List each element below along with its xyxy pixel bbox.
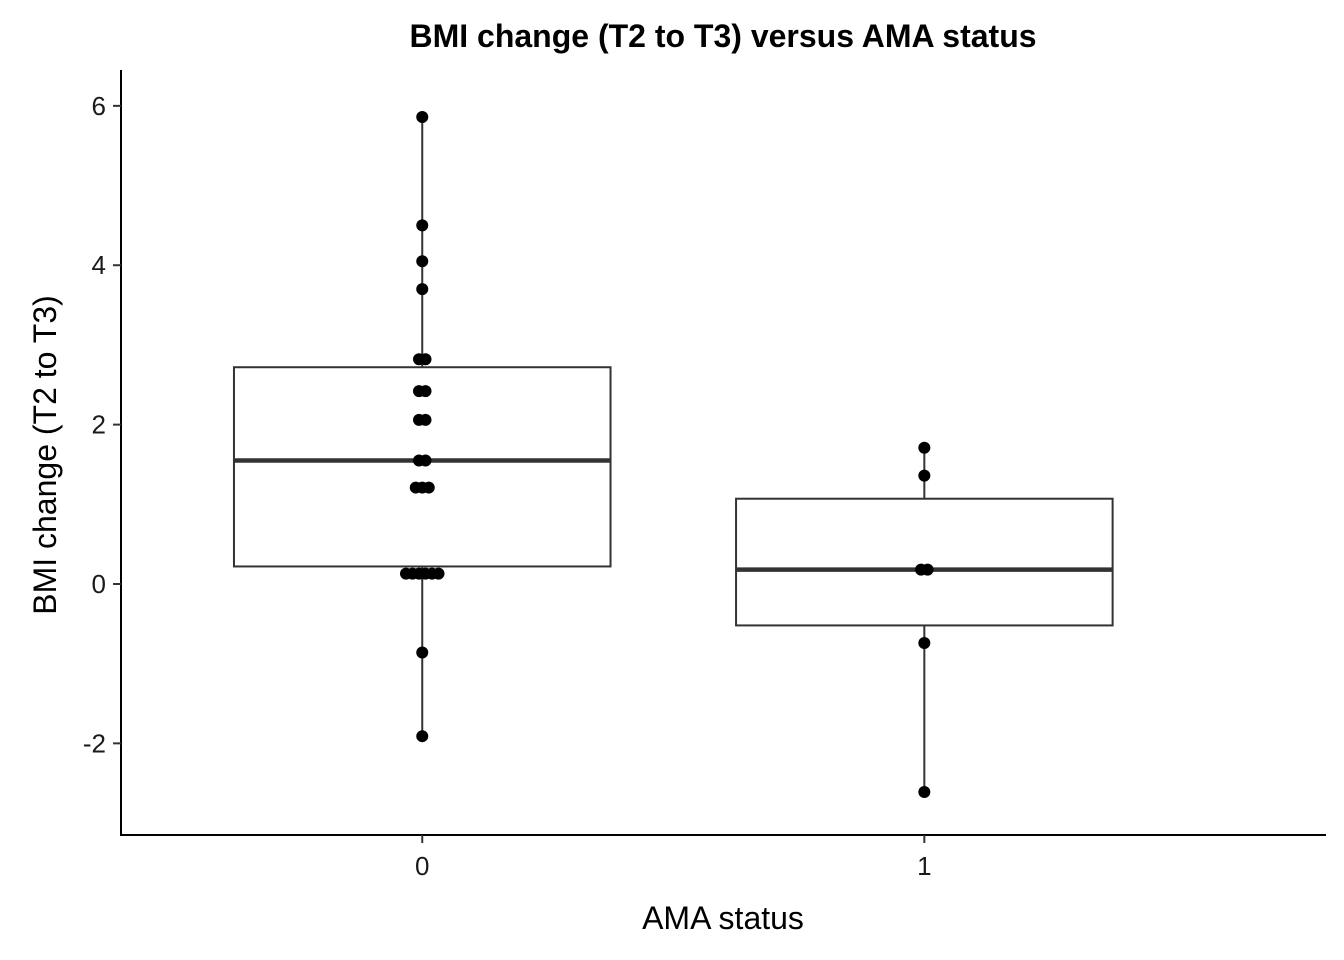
data-point [416, 219, 429, 232]
data-point [416, 730, 429, 743]
data-point [918, 441, 931, 454]
chart-title: BMI change (T2 to T3) versus AMA status [409, 18, 1036, 54]
data-point [419, 353, 432, 366]
data-point [432, 567, 445, 580]
data-point [918, 469, 931, 482]
data-point [921, 563, 934, 576]
x-axis-title: AMA status [642, 900, 804, 936]
x-tick-label: 0 [415, 851, 429, 881]
data-point [918, 785, 931, 798]
y-tick-label: 2 [92, 410, 106, 440]
y-axis-title: BMI change (T2 to T3) [27, 295, 63, 615]
plot-area: -2 0 2 4 6 0 1 [83, 70, 1326, 881]
data-point [416, 255, 429, 268]
x-tick-label: 1 [917, 851, 931, 881]
box [232, 366, 612, 568]
box [735, 497, 1114, 627]
y-tick-label: -2 [83, 728, 106, 758]
data-point [416, 111, 429, 124]
data-point [416, 646, 429, 659]
y-tick-label: 6 [92, 91, 106, 121]
data-point [419, 454, 432, 467]
data-point [918, 636, 931, 649]
y-tick-label: 4 [92, 250, 106, 280]
data-point [422, 481, 435, 494]
data-point [419, 385, 432, 398]
data-point [419, 413, 432, 426]
data-point [416, 283, 429, 296]
y-tick-label: 0 [92, 569, 106, 599]
